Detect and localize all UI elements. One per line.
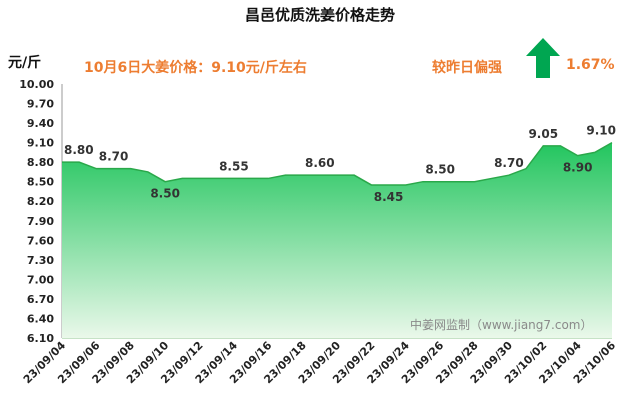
data-label: 8.45	[374, 190, 404, 204]
data-label: 8.50	[425, 163, 455, 177]
data-label: 8.70	[494, 156, 524, 170]
data-label: 8.90	[563, 161, 593, 175]
price-area	[62, 142, 612, 338]
price-line	[62, 141, 613, 186]
y-tick-label: 8.80	[27, 156, 54, 169]
data-label: 9.10	[586, 124, 616, 138]
y-tick-label: 9.10	[27, 137, 54, 150]
up-arrow-icon	[526, 38, 560, 78]
chart-title: 昌邑优质洗姜价格走势	[244, 6, 395, 24]
y-tick-label: 6.70	[27, 293, 54, 306]
y-tick-label: 10.00	[19, 78, 54, 91]
y-tick-label: 7.30	[27, 254, 54, 267]
y-tick-label: 8.50	[27, 176, 54, 189]
y-tick-label: 7.90	[27, 215, 54, 228]
watermark: 中姜网监制（www.jiang7.com）	[410, 318, 593, 332]
data-label: 8.80	[64, 143, 94, 157]
data-label: 8.70	[99, 150, 129, 164]
data-label: 8.55	[219, 159, 249, 173]
y-axis-unit: 元/斤	[8, 55, 42, 71]
y-tick-label: 9.70	[27, 98, 54, 111]
data-label: 8.60	[305, 156, 335, 170]
price-headline: 10月6日大姜价格：9.10元/斤左右	[84, 60, 307, 76]
y-tick-label: 6.40	[27, 312, 54, 325]
y-tick-label: 9.40	[27, 117, 54, 130]
data-label: 8.50	[150, 187, 180, 201]
y-tick-label: 6.10	[27, 332, 54, 345]
comparison-label: 较昨日偏强	[432, 60, 502, 76]
y-tick-label: 8.20	[27, 195, 54, 208]
data-label: 9.05	[528, 127, 558, 141]
up-arrow-shape	[526, 38, 560, 78]
y-tick-label: 7.60	[27, 234, 54, 247]
y-tick-label: 7.00	[27, 273, 54, 286]
comparison-value: 1.67%	[566, 57, 615, 73]
